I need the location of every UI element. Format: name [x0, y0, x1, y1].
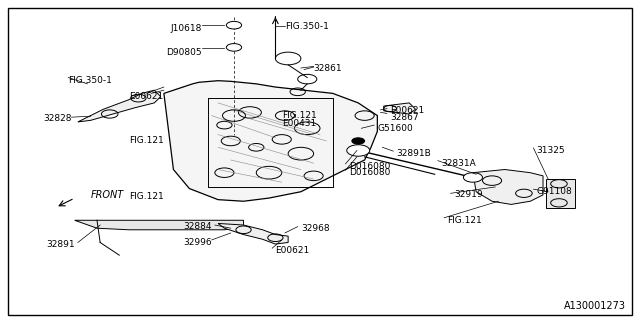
Text: E00621: E00621 [390, 106, 424, 115]
Text: 31325: 31325 [537, 146, 565, 155]
Text: FIG.121: FIG.121 [282, 111, 317, 120]
Circle shape [227, 21, 242, 29]
Text: FIG.121: FIG.121 [129, 136, 164, 146]
Circle shape [347, 145, 370, 156]
Text: FIG.121: FIG.121 [129, 192, 164, 201]
Polygon shape [546, 179, 575, 208]
Text: E00621: E00621 [129, 92, 163, 101]
Polygon shape [218, 223, 288, 244]
Text: D016080: D016080 [349, 162, 390, 171]
Text: 32884: 32884 [183, 222, 212, 231]
Text: E00431: E00431 [282, 119, 316, 128]
Text: A130001273: A130001273 [564, 301, 626, 311]
Text: 32828: 32828 [43, 114, 71, 123]
Circle shape [463, 173, 483, 182]
Text: G91108: G91108 [537, 187, 572, 196]
Text: 32831A: 32831A [441, 159, 476, 168]
Text: D016080: D016080 [349, 168, 390, 177]
Circle shape [352, 138, 365, 144]
Text: 32867: 32867 [390, 113, 419, 122]
Text: G51600: G51600 [378, 124, 413, 133]
Text: FRONT: FRONT [91, 190, 124, 200]
Text: J10618: J10618 [171, 24, 202, 33]
Polygon shape [473, 170, 543, 204]
Text: FIG.121: FIG.121 [447, 216, 482, 225]
Polygon shape [164, 81, 378, 201]
Polygon shape [75, 220, 244, 230]
Polygon shape [384, 103, 415, 114]
Polygon shape [78, 90, 161, 122]
Text: FIG.350-1: FIG.350-1 [285, 22, 329, 31]
Circle shape [227, 44, 242, 51]
Text: 32891B: 32891B [396, 149, 431, 158]
Text: 32919: 32919 [454, 190, 483, 199]
Text: D90805: D90805 [166, 48, 202, 57]
Text: 32891: 32891 [46, 240, 75, 249]
Text: 32996: 32996 [183, 238, 212, 247]
Text: E00621: E00621 [275, 246, 310, 255]
Text: 32861: 32861 [314, 63, 342, 73]
Text: 32968: 32968 [301, 224, 330, 233]
Text: FIG.350-1: FIG.350-1 [68, 76, 112, 85]
